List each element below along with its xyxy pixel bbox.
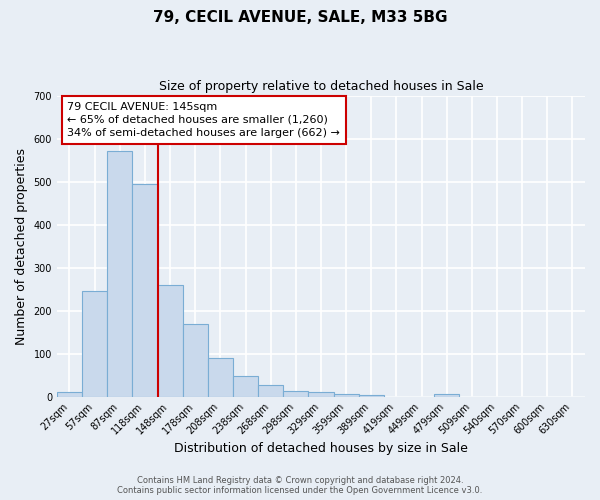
X-axis label: Distribution of detached houses by size in Sale: Distribution of detached houses by size …	[174, 442, 468, 455]
Bar	[334, 394, 359, 396]
Bar	[107, 150, 133, 396]
Bar	[133, 184, 158, 396]
Bar	[82, 292, 107, 397]
Bar	[258, 385, 283, 396]
Bar	[57, 392, 82, 396]
Text: Contains HM Land Registry data © Crown copyright and database right 2024.
Contai: Contains HM Land Registry data © Crown c…	[118, 476, 482, 495]
Bar	[434, 394, 459, 396]
Bar	[208, 358, 233, 397]
Y-axis label: Number of detached properties: Number of detached properties	[15, 148, 28, 344]
Title: Size of property relative to detached houses in Sale: Size of property relative to detached ho…	[158, 80, 483, 93]
Bar	[308, 392, 334, 396]
Bar	[233, 376, 258, 396]
Text: 79 CECIL AVENUE: 145sqm
← 65% of detached houses are smaller (1,260)
34% of semi: 79 CECIL AVENUE: 145sqm ← 65% of detache…	[67, 102, 340, 138]
Bar	[359, 394, 384, 396]
Bar	[182, 324, 208, 396]
Text: 79, CECIL AVENUE, SALE, M33 5BG: 79, CECIL AVENUE, SALE, M33 5BG	[153, 10, 447, 25]
Bar	[158, 285, 182, 397]
Bar	[283, 390, 308, 396]
